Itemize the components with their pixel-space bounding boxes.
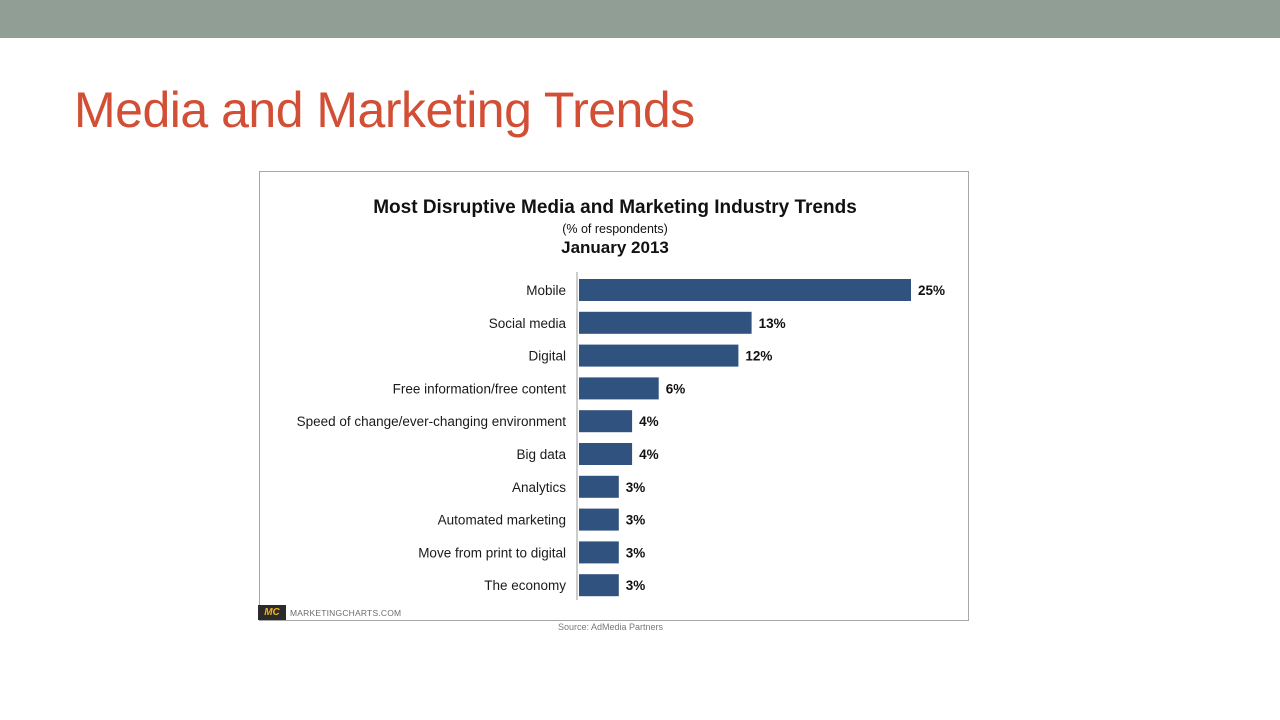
chart-date: January 2013	[561, 238, 669, 257]
bar-chart: Most Disruptive Media and Marketing Indu…	[297, 197, 945, 600]
top-accent-bar	[0, 0, 1280, 38]
brand-logo: MC	[258, 605, 286, 620]
chart-title: Most Disruptive Media and Marketing Indu…	[373, 197, 857, 218]
bar	[579, 311, 752, 334]
value-label: 4%	[639, 414, 659, 429]
brand-mark: MC	[264, 607, 280, 618]
bar	[579, 574, 619, 597]
value-label: 6%	[666, 381, 686, 396]
value-label: 12%	[745, 349, 772, 364]
bar	[579, 377, 659, 400]
category-label: Speed of change/ever-changing environmen…	[297, 414, 567, 429]
chart-subtitle: (% of respondents)	[562, 222, 668, 236]
value-label: 3%	[626, 545, 646, 560]
value-label: 3%	[626, 578, 646, 593]
value-label: 25%	[918, 283, 945, 298]
category-label: Big data	[516, 447, 566, 462]
category-label: Social media	[489, 316, 567, 331]
chart-panel: Most Disruptive Media and Marketing Indu…	[259, 171, 969, 621]
source-note: Source: AdMedia Partners	[558, 622, 664, 632]
category-label: Mobile	[526, 283, 566, 298]
bar	[579, 475, 619, 498]
bar	[579, 279, 911, 301]
bar	[579, 508, 619, 531]
value-label: 3%	[626, 480, 646, 495]
slide-title: Media and Marketing Trends	[74, 82, 695, 138]
bar	[579, 541, 619, 564]
category-label: The economy	[484, 578, 566, 593]
category-label: Analytics	[512, 480, 566, 495]
value-label: 3%	[626, 513, 646, 528]
category-label: Digital	[528, 349, 566, 364]
category-label: Move from print to digital	[418, 545, 566, 560]
value-label: 4%	[639, 447, 659, 462]
bar	[579, 443, 633, 465]
bar	[579, 410, 633, 433]
category-label: Free information/free content	[393, 381, 567, 396]
bar	[579, 344, 739, 367]
category-label: Automated marketing	[438, 513, 566, 528]
bars-group: Mobile 25% Social media 13% Digital 12% Free i…	[297, 279, 945, 597]
brand-name: MARKETINGCHARTS.COM	[290, 608, 402, 618]
value-label: 13%	[759, 316, 786, 331]
